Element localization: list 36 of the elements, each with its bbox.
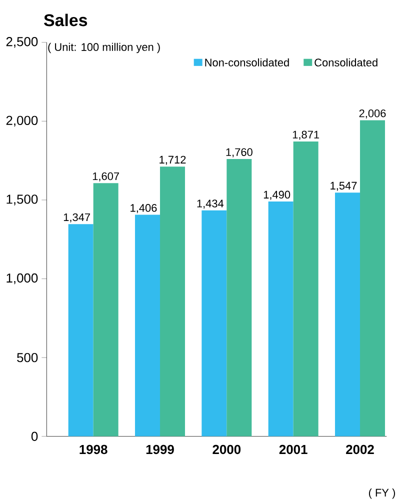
chart-title: Sales xyxy=(44,14,88,26)
bar xyxy=(93,183,118,436)
bar xyxy=(68,224,94,436)
data-label: 1,490 xyxy=(264,190,290,200)
data-label: 1,712 xyxy=(160,156,186,165)
x-tick-label: 2000 xyxy=(212,444,241,454)
y-tick-label: 1,500 xyxy=(6,194,38,206)
data-label: 1,434 xyxy=(197,200,224,209)
bar xyxy=(268,202,294,436)
x-tick-label: 1999 xyxy=(146,444,174,454)
bar xyxy=(202,210,227,436)
data-label: 1,760 xyxy=(226,148,252,158)
y-tick-label: 500 xyxy=(17,352,38,362)
data-label: 1,406 xyxy=(130,204,157,214)
bar xyxy=(360,120,385,436)
data-label: 1,607 xyxy=(92,172,119,182)
data-label: 1,547 xyxy=(330,182,357,191)
y-tick-label: 2,500 xyxy=(6,37,38,48)
bar xyxy=(160,166,185,436)
x-tick-label: 2002 xyxy=(346,444,374,454)
bar xyxy=(226,158,252,436)
data-label: 1,871 xyxy=(292,130,320,140)
legend-label: Consolidated xyxy=(314,58,378,66)
y-tick-label: 0 xyxy=(31,432,38,441)
bar xyxy=(293,142,318,436)
legend-label: Non-consolidated xyxy=(205,58,289,66)
data-label: 2,006 xyxy=(359,109,386,119)
bar xyxy=(135,214,160,436)
y-tick-label: 2,000 xyxy=(6,116,38,127)
annotation: ( Unit: 100 million yen ) xyxy=(48,42,160,54)
text: ( FY ) xyxy=(368,488,396,499)
x-tick-label: 1998 xyxy=(80,444,108,454)
data-label: 1,347 xyxy=(64,213,90,222)
bar xyxy=(335,192,360,436)
y-tick-label: 1,000 xyxy=(6,273,38,284)
x-tick-label: 2001 xyxy=(279,444,308,454)
